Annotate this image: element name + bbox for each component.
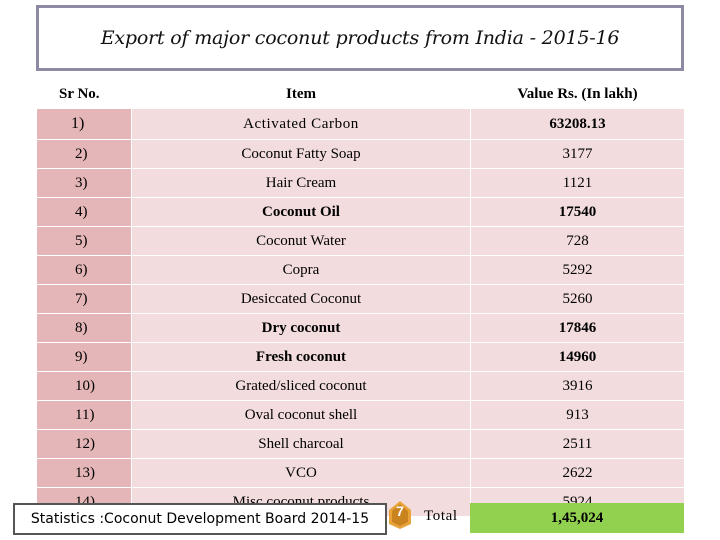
total-value-cell: 1,45,024 [470,503,684,533]
total-label: Total [424,508,458,524]
row-value: 17540 [470,197,685,227]
row-item: Desiccated Coconut [131,284,471,314]
source-note-text: Statistics :Coconut Development Board 20… [30,511,370,527]
row-item: Coconut Oil [131,197,471,227]
row-value: 2622 [470,458,685,488]
table-row: 10) Grated/sliced coconut 3916 [36,371,685,401]
table-row: 5) Coconut Water 728 [36,226,685,256]
row-value: 17846 [470,313,685,343]
row-sr-no: 4) [36,197,132,227]
row-sr-no: 5) [36,226,132,256]
row-value: 913 [470,400,685,430]
page-badge-icon [389,501,411,529]
row-value: 63208.13 [470,108,685,140]
row-item: Dry coconut [131,313,471,343]
row-sr-no: 2) [36,139,132,169]
row-item: Grated/sliced coconut [131,371,471,401]
table-row: 13) VCO 2622 [36,458,685,488]
row-sr-no: 12) [36,429,132,459]
row-sr-no: 8) [36,313,132,343]
table-row: 7) Desiccated Coconut 5260 [36,284,685,314]
header-sr-no: Sr No. [36,79,132,109]
row-sr-no: 1) [36,108,132,140]
table-header-row: Sr No. Item Value Rs. (In lakh) [36,79,685,109]
row-sr-no: 9) [36,342,132,372]
row-value: 2511 [470,429,685,459]
row-item: Hair Cream [131,168,471,198]
row-sr-no: 6) [36,255,132,285]
row-value: 5260 [470,284,685,314]
table-row: 2) Coconut Fatty Soap 3177 [36,139,685,169]
row-item: Oval coconut shell [131,400,471,430]
exports-table: Sr No. Item Value Rs. (In lakh) 1) Activa… [36,79,685,517]
row-sr-no: 7) [36,284,132,314]
row-value: 728 [470,226,685,256]
table-row: 9) Fresh coconut 14960 [36,342,685,372]
table-row: 11) Oval coconut shell 913 [36,400,685,430]
header-value: Value Rs. (In lakh) [470,79,685,109]
row-item: Coconut Water [131,226,471,256]
page-title: Export of major coconut products from In… [100,27,620,49]
table-row: 6) Copra 5292 [36,255,685,285]
row-value: 3916 [470,371,685,401]
row-item: Shell charcoal [131,429,471,459]
row-item: Activated Carbon [131,108,471,140]
source-note: Statistics :Coconut Development Board 20… [13,503,387,535]
page-number-badge: 7 [389,501,411,529]
table-row: 8) Dry coconut 17846 [36,313,685,343]
row-sr-no: 3) [36,168,132,198]
row-sr-no: 10) [36,371,132,401]
table-row: 4) Coconut Oil 17540 [36,197,685,227]
title-box: Export of major coconut products from In… [36,5,684,71]
total-value: 1,45,024 [550,509,604,526]
table-row: 12) Shell charcoal 2511 [36,429,685,459]
row-value: 14960 [470,342,685,372]
page-number: 7 [396,503,404,519]
row-item: Copra [131,255,471,285]
table-body: 1) Activated Carbon 63208.13 2) Coconut Fatt… [36,108,685,517]
row-item: Fresh coconut [131,342,471,372]
row-value: 3177 [470,139,685,169]
row-sr-no: 11) [36,400,132,430]
table-row: 1) Activated Carbon 63208.13 [36,108,685,140]
row-item: Coconut Fatty Soap [131,139,471,169]
table-row: 3) Hair Cream 1121 [36,168,685,198]
row-value: 5292 [470,255,685,285]
row-value: 1121 [470,168,685,198]
row-sr-no: 13) [36,458,132,488]
header-item: Item [131,79,471,109]
row-item: VCO [131,458,471,488]
